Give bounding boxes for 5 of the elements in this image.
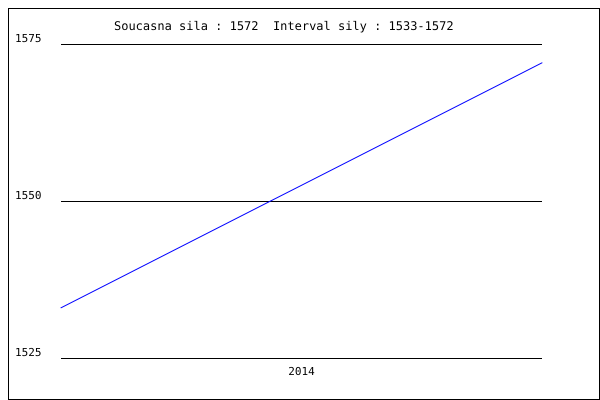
y-tick-label: 1525 (15, 346, 42, 359)
chart-title: Soucasna sila : 1572 Interval sily : 1533-1572 (114, 19, 454, 33)
y-tick-label: 1550 (15, 189, 42, 202)
y-tick-label: 1575 (15, 32, 42, 45)
x-tick-label: 2014 (288, 365, 316, 378)
